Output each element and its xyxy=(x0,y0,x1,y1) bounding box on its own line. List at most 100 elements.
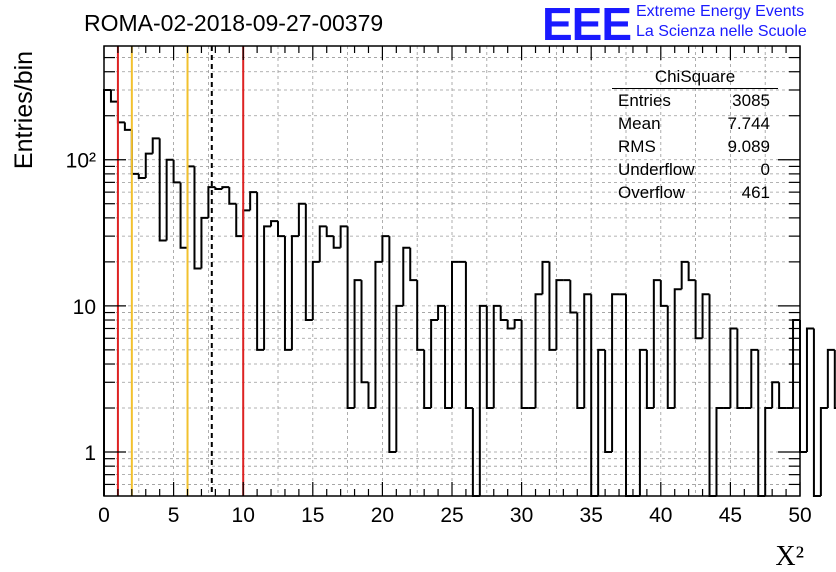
stats-row-underflow: Underflow 0 xyxy=(612,158,778,181)
histogram-bin xyxy=(778,382,787,410)
histogram-bin xyxy=(283,236,292,351)
histogram-bin xyxy=(576,312,585,410)
y-tick-label: 10² xyxy=(66,150,96,173)
histogram-bin xyxy=(339,225,348,248)
histogram-bin xyxy=(374,260,383,409)
histogram-bin xyxy=(151,137,160,154)
stats-label: Mean xyxy=(618,114,661,133)
histogram-bin xyxy=(805,327,814,453)
stats-row-entries: Entries 3085 xyxy=(612,89,778,112)
stats-value: 461 xyxy=(741,183,770,202)
histogram-bin xyxy=(757,349,766,497)
histogram-bin xyxy=(687,261,696,282)
logo-line-2: La Scienza nelle Scuole xyxy=(636,23,807,40)
histogram-bin xyxy=(645,349,654,410)
x-tick-label: 0 xyxy=(98,504,110,527)
histogram-bin xyxy=(186,165,195,248)
histogram-bin xyxy=(492,304,501,409)
histogram-bin xyxy=(604,349,613,454)
histogram-bin xyxy=(416,280,425,351)
histogram-bin xyxy=(750,348,759,409)
histogram-bin xyxy=(430,319,439,409)
histogram-bin xyxy=(659,280,668,307)
stats-value: 3085 xyxy=(732,91,770,110)
histogram-bin xyxy=(144,152,153,178)
logo-line-1: Extreme Energy Events xyxy=(636,3,805,20)
histogram-bin xyxy=(541,260,550,295)
x-tick-label: 30 xyxy=(510,504,533,527)
stats-row-overflow: Overflow 461 xyxy=(612,181,778,204)
y-tick-labels: 1 10 10² xyxy=(66,150,96,465)
histogram-bin xyxy=(423,349,432,410)
histogram-bin xyxy=(249,191,258,211)
histogram-bin xyxy=(611,293,620,453)
stats-value: 9.089 xyxy=(727,137,770,156)
histogram-bin xyxy=(569,280,578,314)
histogram-bin xyxy=(332,236,341,249)
axis-ticks xyxy=(103,46,801,496)
histogram-bin xyxy=(520,320,529,410)
histogram-bin xyxy=(360,280,369,384)
x-tick-label: 35 xyxy=(580,504,603,527)
histogram-bin xyxy=(590,294,599,497)
histogram-bin xyxy=(548,261,557,351)
histogram-bin xyxy=(478,304,487,496)
histogram-bin xyxy=(715,407,724,496)
histogram-bin xyxy=(214,187,223,191)
histogram-bin xyxy=(221,186,230,190)
histogram-bin xyxy=(437,304,446,321)
chart-title: ROMA-02-2018-09-27-00379 xyxy=(84,10,384,36)
histogram-bin xyxy=(235,203,244,238)
stats-name: ChiSquare xyxy=(612,66,778,89)
x-tick-label: 45 xyxy=(719,504,742,527)
histogram-bin xyxy=(193,166,202,270)
x-tick-label: 25 xyxy=(440,504,463,527)
eee-logo-mark: EEE xyxy=(542,0,632,50)
histogram-bin xyxy=(729,327,738,409)
x-tick-label: 10 xyxy=(232,504,255,527)
histogram-bin xyxy=(499,305,508,322)
histogram-bin xyxy=(381,235,390,262)
histogram-bin xyxy=(708,294,717,497)
x-tick-labels: 0 5 10 15 20 25 30 35 40 45 50 xyxy=(98,504,812,527)
histogram-bin xyxy=(555,279,564,350)
histogram-bin xyxy=(158,138,167,242)
histogram-bin xyxy=(109,89,118,103)
histogram-bin xyxy=(694,280,703,340)
stats-label: Overflow xyxy=(618,183,686,202)
histogram-bin xyxy=(263,225,272,350)
histogram-bin xyxy=(103,88,111,496)
histogram-bin xyxy=(506,320,515,330)
stats-row-mean: Mean 7.744 xyxy=(612,112,778,135)
histogram-bin xyxy=(638,348,647,496)
histogram-bin xyxy=(451,260,459,409)
histogram-bin xyxy=(799,320,807,454)
histogram-bin xyxy=(395,304,404,453)
x-axis-label: X² xyxy=(775,541,804,572)
histogram-bin xyxy=(353,279,362,409)
x-tick-label: 5 xyxy=(168,504,180,527)
histogram-bin xyxy=(583,293,592,409)
histogram-bin xyxy=(444,305,452,410)
histogram-bin xyxy=(172,159,181,184)
histogram-bin xyxy=(464,261,473,410)
histogram-bin xyxy=(534,293,543,409)
x-tick-label: 50 xyxy=(788,504,811,527)
histogram-bin xyxy=(325,226,334,238)
histogram-bin xyxy=(367,382,376,410)
stats-value: 0 xyxy=(760,160,770,179)
histogram-bin xyxy=(826,348,835,409)
histogram-bin xyxy=(680,260,689,290)
histogram-bin xyxy=(736,328,745,410)
histogram-bin xyxy=(833,349,836,410)
stats-label: Underflow xyxy=(618,160,695,179)
histogram-bin xyxy=(409,247,418,282)
stats-value: 7.744 xyxy=(727,114,770,133)
x-tick-label: 15 xyxy=(301,504,324,527)
stats-label: RMS xyxy=(618,137,656,156)
histogram-bin xyxy=(346,226,355,410)
histogram-bin xyxy=(200,216,209,269)
histogram-bin xyxy=(812,328,821,497)
